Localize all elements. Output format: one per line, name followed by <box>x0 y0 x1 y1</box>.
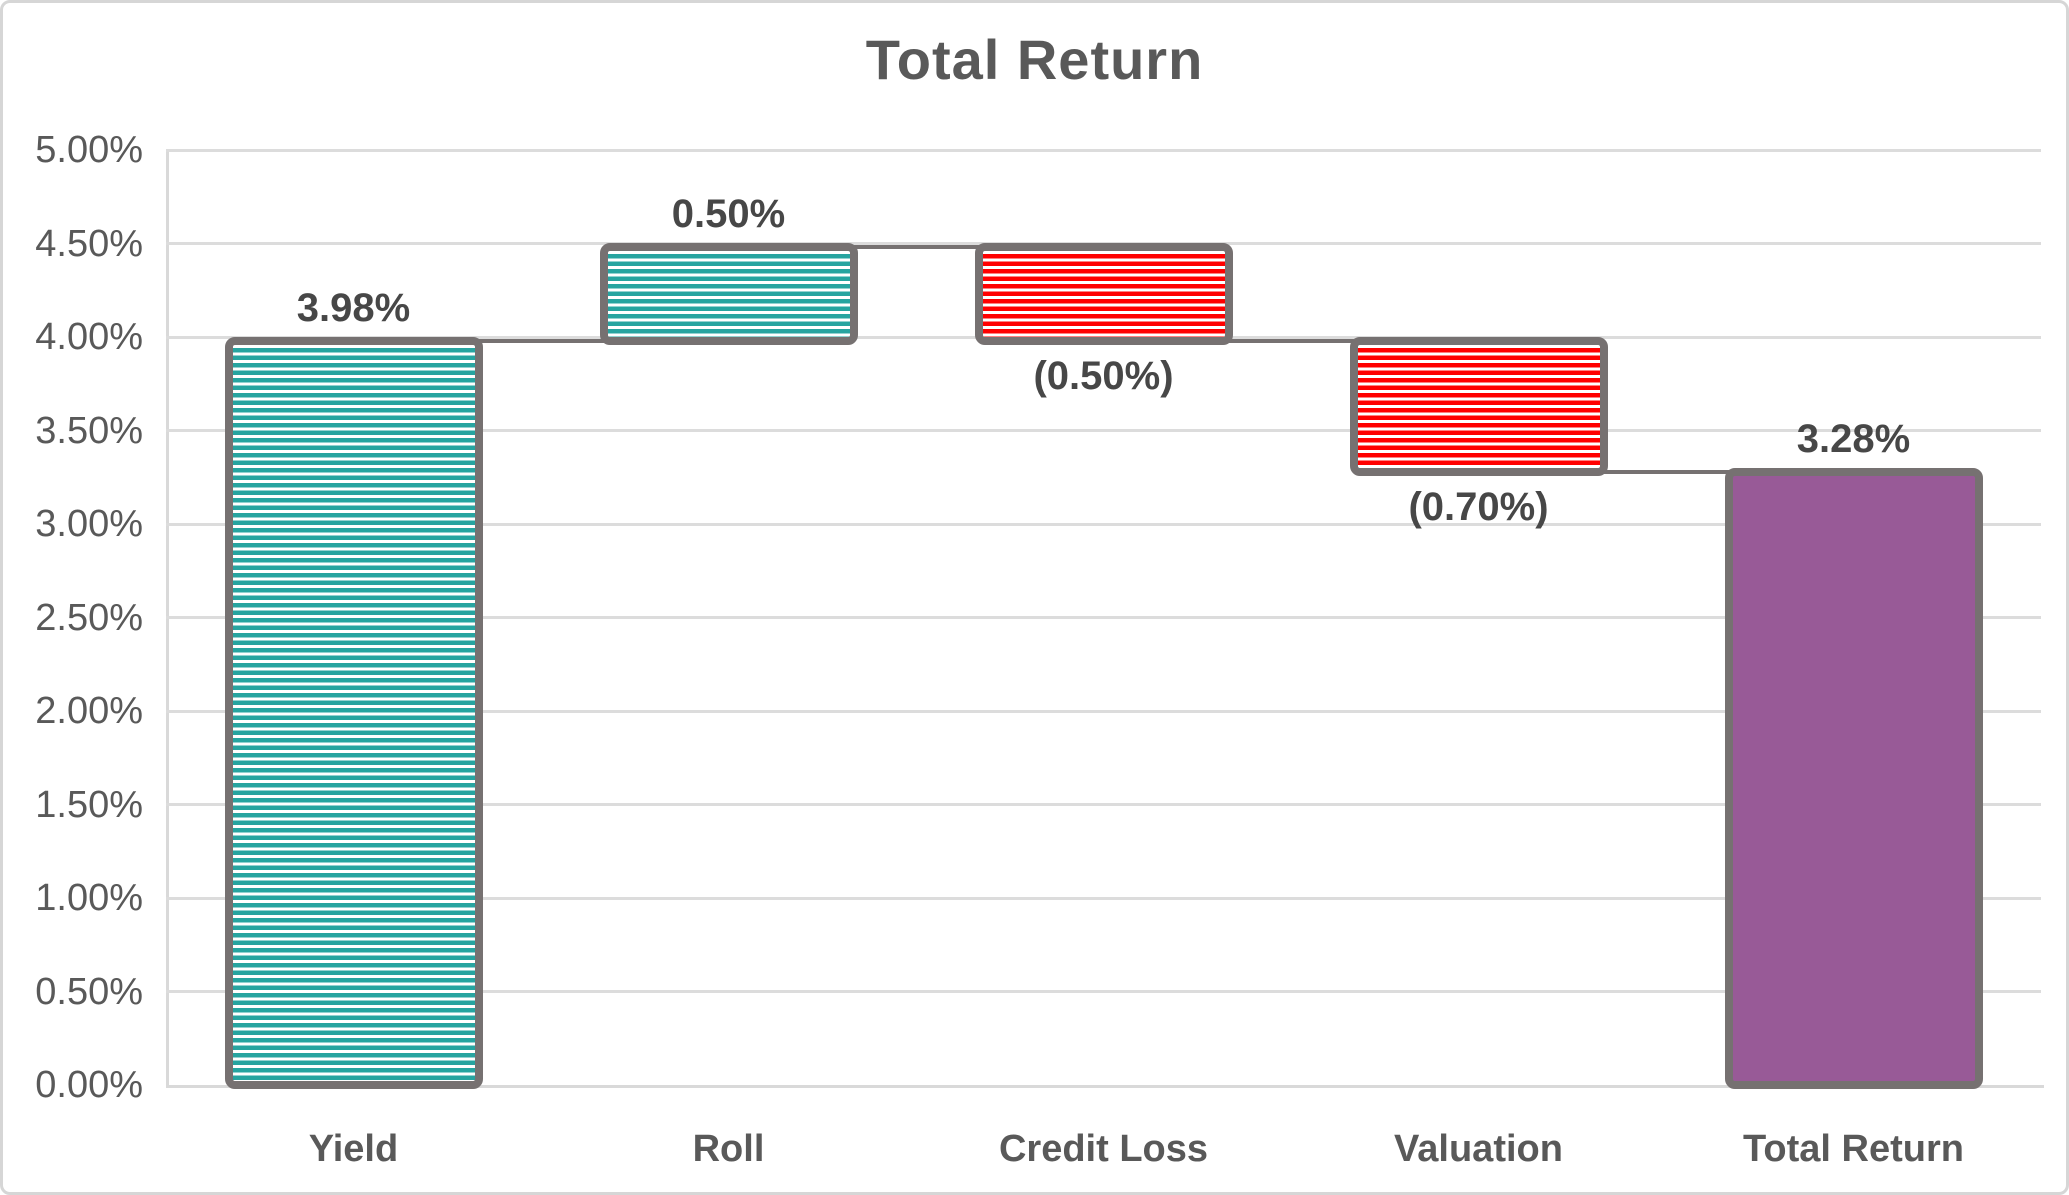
data-label-credit-loss: (0.50%) <box>1033 353 1174 398</box>
x-axis-category-label: Yield <box>308 1128 399 1170</box>
y-axis-tick-label: 5.00% <box>35 129 143 171</box>
bar-valuation <box>1349 336 1608 476</box>
data-label-yield: 3.98% <box>296 285 411 330</box>
y-axis-tick-label: 1.50% <box>35 783 143 826</box>
x-axis-category-label: Valuation <box>1394 1128 1563 1170</box>
bar-credit-loss <box>974 243 1233 345</box>
gridline <box>166 803 2041 806</box>
x-axis-category-label: Total Return <box>1743 1128 1964 1170</box>
gridline <box>166 896 2041 900</box>
bar-roll <box>599 243 858 345</box>
data-label-total-return: 3.28% <box>1796 416 1911 461</box>
gridline <box>166 522 2041 526</box>
data-label-roll: 0.50% <box>671 192 786 237</box>
y-axis-tick-label: 0.00% <box>35 1064 143 1106</box>
y-axis-tick-label: 2.00% <box>35 690 143 732</box>
y-axis-tick-label: 3.50% <box>35 409 143 452</box>
x-axis-category-label: Roll <box>692 1128 765 1170</box>
waterfall-connector-line <box>476 338 606 343</box>
y-axis-tick-label: 2.50% <box>35 596 143 639</box>
gridline <box>166 616 2041 619</box>
gridline <box>166 709 2041 713</box>
y-axis-tick-label: 0.50% <box>35 970 143 1013</box>
x-axis-category-label: Credit Loss <box>998 1128 1209 1170</box>
gridline <box>166 429 2041 432</box>
plot-area <box>166 150 2044 1088</box>
data-label-valuation: (0.70%) <box>1408 484 1549 529</box>
waterfall-connector-line <box>1226 338 1356 343</box>
gridline <box>166 148 2041 152</box>
chart-title: Total Return <box>865 28 1204 91</box>
gridline <box>166 990 2041 993</box>
y-axis-tick-label: 4.50% <box>35 222 143 265</box>
waterfall-connector-line <box>1601 469 1731 474</box>
chart-canvas: 0.00% 0.50% 1.00% 1.50% 2.00% 2.50% 3.00% 3.50%… <box>3 3 2066 1192</box>
waterfall-connector-line <box>851 245 981 250</box>
bar-yield <box>224 336 483 1089</box>
y-axis-tick-label: 4.00% <box>35 316 143 358</box>
bar-total-return <box>1724 467 1983 1089</box>
y-axis-tick-label: 3.00% <box>35 503 143 545</box>
y-axis-tick-label: 1.00% <box>35 877 143 919</box>
